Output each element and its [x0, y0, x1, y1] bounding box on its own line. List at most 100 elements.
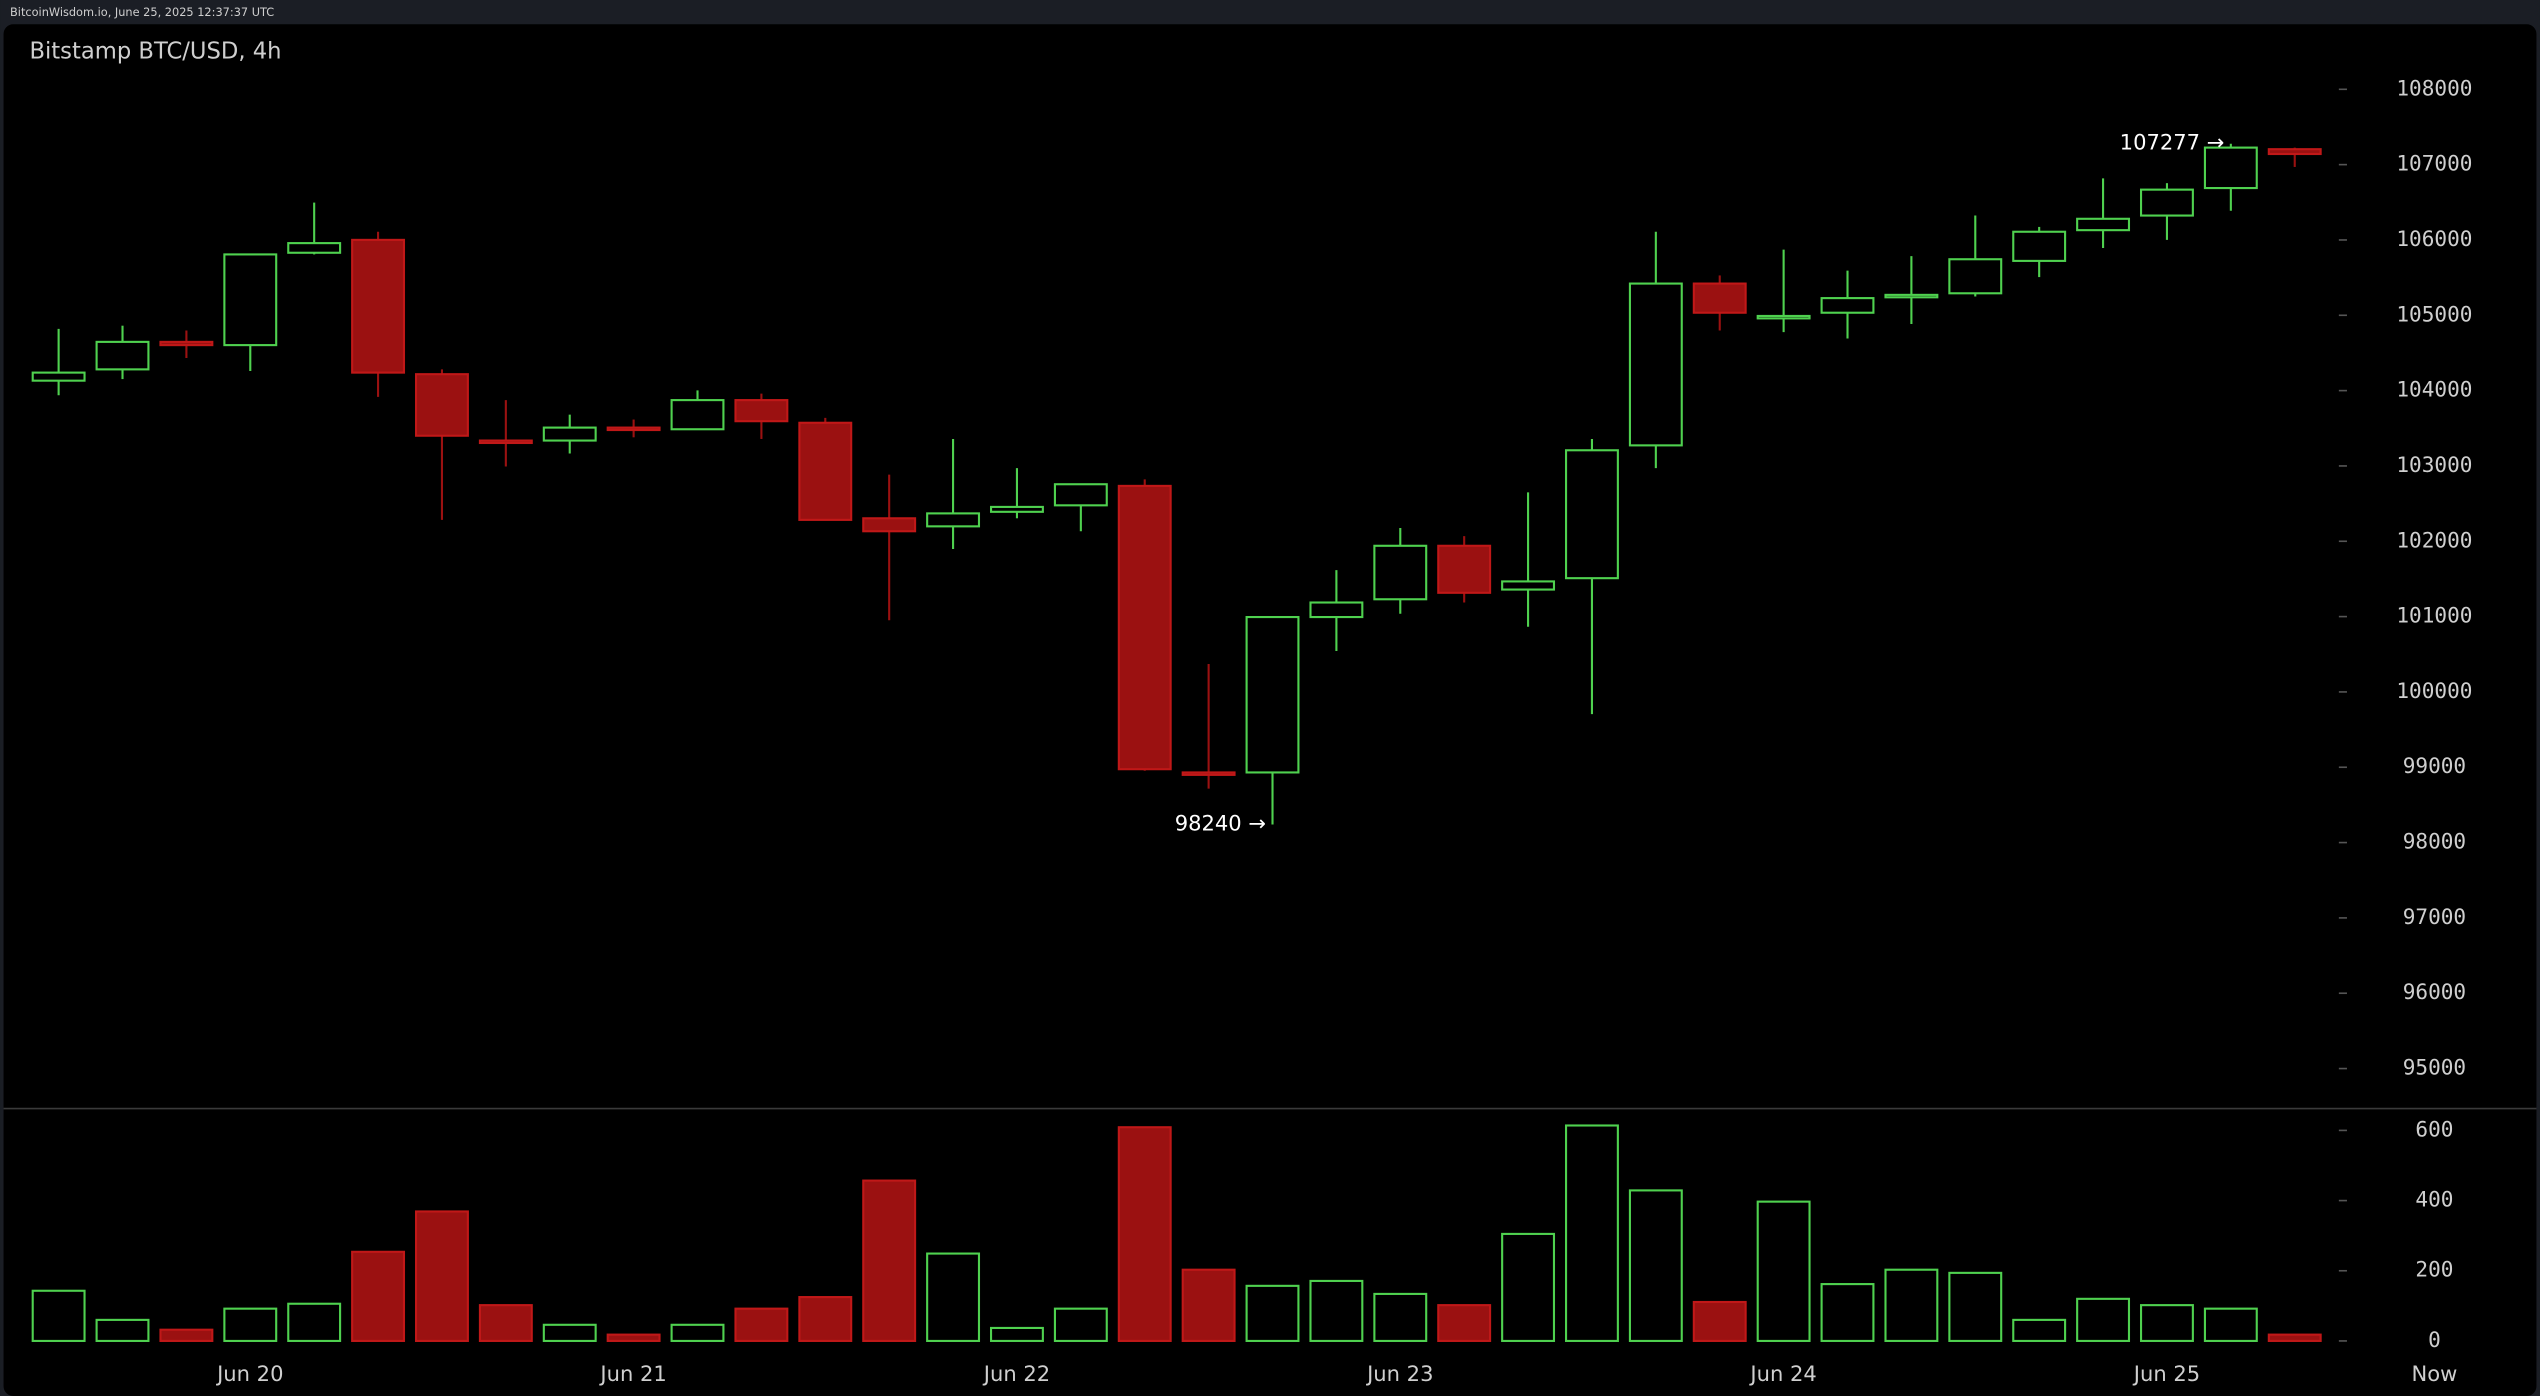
candle-body [1756, 314, 1811, 320]
y-tick-label: 96000 [2403, 979, 2466, 1004]
y-tick-label: 106000 [2396, 226, 2472, 251]
volume-bar [606, 1333, 661, 1342]
volume-bar [734, 1307, 789, 1342]
candle-body [670, 399, 725, 431]
candle-body [2076, 217, 2131, 232]
x-tick-label: Jun 24 [1748, 1361, 1816, 1386]
candle-body [414, 373, 469, 437]
y-tick-label: 103000 [2396, 452, 2472, 477]
candle-body [542, 426, 597, 442]
volume-bar [1437, 1304, 1492, 1342]
candle-body [734, 399, 789, 423]
x-tick-label: Jun 20 [215, 1361, 283, 1386]
volume-bar [1820, 1283, 1875, 1342]
volume-bar [1181, 1268, 1236, 1342]
y-tick-label: 99000 [2403, 753, 2466, 778]
volume-y-tick-label: 400 [2415, 1187, 2453, 1212]
volume-bar [414, 1210, 469, 1342]
candle-body [1884, 293, 1939, 299]
candle-body [798, 421, 853, 521]
volume-y-tick-label: 200 [2415, 1257, 2453, 1282]
volume-bar [670, 1323, 725, 1342]
y-tick-label: 104000 [2396, 377, 2472, 402]
volume-bar [989, 1326, 1044, 1342]
chart-title: Bitstamp BTC/USD, 4h [29, 38, 281, 64]
volume-bar [2267, 1333, 2322, 1342]
volume-bar [1117, 1126, 1172, 1342]
volume-bar [1053, 1307, 1108, 1342]
volume-bar [287, 1302, 342, 1342]
x-tick-label: Jun 21 [598, 1361, 666, 1386]
candle-body [1628, 282, 1683, 447]
volume-bar [2076, 1297, 2131, 1342]
candle-body [1820, 297, 1875, 314]
volume-bar [1309, 1279, 1364, 1342]
y-tick-label: 102000 [2396, 527, 2472, 552]
volume-bar [95, 1318, 150, 1342]
volume-bar [1373, 1292, 1428, 1342]
volume-bar [1501, 1232, 1556, 1342]
y-tick-label: 105000 [2396, 301, 2472, 326]
volume-bar [478, 1304, 533, 1342]
x-tick-label: Jun 23 [1365, 1361, 1433, 1386]
volume-bar [1884, 1268, 1939, 1342]
volume-y-tick-label: 0 [2428, 1327, 2441, 1352]
volume-y-tick-label: 600 [2415, 1116, 2453, 1141]
y-tick-label: 95000 [2403, 1055, 2466, 1080]
volume-bar [351, 1250, 406, 1342]
y-tick-label: 107000 [2396, 151, 2472, 176]
candle-body [31, 371, 86, 382]
candle-body [287, 242, 342, 254]
x-tick-label: Jun 22 [982, 1361, 1050, 1386]
y-tick-label: 97000 [2403, 904, 2466, 929]
candle-body [1117, 484, 1172, 771]
volume-bar [159, 1328, 214, 1342]
price-annotation: 98240 → [1175, 810, 1266, 835]
candle-body [862, 517, 917, 533]
volume-bar [1245, 1284, 1300, 1342]
candle-body [606, 426, 661, 432]
candle-body [1948, 258, 2003, 295]
candle-body [1053, 483, 1108, 507]
y-tick-label: 100000 [2396, 678, 2472, 703]
candle-body [1245, 615, 1300, 774]
volume-bar [926, 1252, 981, 1342]
y-tick-label: 108000 [2396, 75, 2472, 100]
volume-bar [1948, 1271, 2003, 1342]
candle-body [926, 512, 981, 528]
candle-body [1501, 580, 1556, 591]
volume-bar [223, 1307, 278, 1342]
candle-body [2139, 188, 2194, 217]
volume-bar [798, 1296, 853, 1342]
volume-bar [31, 1289, 86, 1342]
candle-body [1373, 544, 1428, 601]
header: BitcoinWisdom.io, June 25, 2025 12:37:37… [10, 5, 274, 19]
candle-body [1692, 282, 1747, 314]
price-annotation: 107277 → [2120, 130, 2225, 155]
volume-bar [2012, 1318, 2067, 1342]
candle-body [351, 238, 406, 374]
volume-bar [1756, 1200, 1811, 1342]
y-tick-label: 101000 [2396, 603, 2472, 628]
candle-body [989, 505, 1044, 513]
volume-bar [2203, 1307, 2258, 1342]
candle-body [223, 253, 278, 347]
volume-bar [1692, 1300, 1747, 1342]
volume-bar [2139, 1304, 2194, 1342]
candle-body [478, 439, 533, 445]
volume-bar [1628, 1189, 1683, 1342]
candle-body [1309, 601, 1364, 619]
candle-body [95, 340, 150, 371]
volume-bar [862, 1179, 917, 1342]
x-end-label: Now [2411, 1361, 2457, 1386]
candle-body [2267, 148, 2322, 156]
candle-body [1564, 449, 1619, 580]
volume-bar [542, 1323, 597, 1342]
x-tick-label: Jun 25 [2132, 1361, 2200, 1386]
candle-body [2012, 230, 2067, 262]
candle-body [159, 340, 214, 347]
candle-body [2203, 146, 2258, 190]
candle-body [1437, 544, 1492, 594]
